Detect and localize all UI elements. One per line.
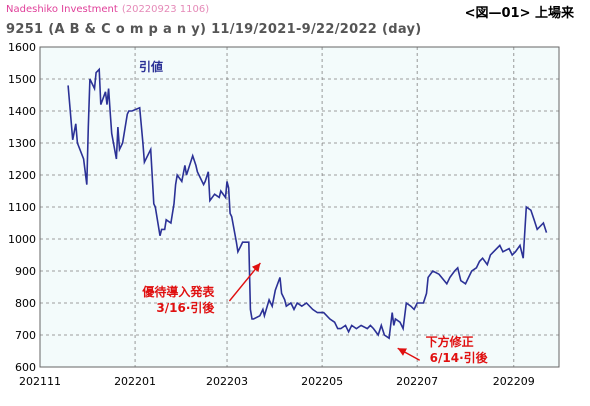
figure-label: <図—01> 上場来 <box>464 6 574 21</box>
y-tick-label: 1500 <box>8 73 36 86</box>
x-tick-label: 202111 <box>19 375 61 388</box>
annotation-text: 優待導入発表 <box>141 284 215 299</box>
series-label: 引値 <box>139 59 163 74</box>
x-axis-ticks: 202111 202201 202203 202205 202207 202209 <box>19 375 535 388</box>
source-stamp: (20220923 1106) <box>121 4 210 15</box>
plot-border <box>39 46 560 368</box>
annotation-text: 3/16·引後 <box>156 300 215 315</box>
price-line <box>67 67 548 340</box>
y-tick-label: 1600 <box>8 41 36 54</box>
x-tick-label: 202205 <box>301 375 343 388</box>
y-tick-label: 900 <box>15 265 36 278</box>
y-tick-label: 700 <box>15 329 36 342</box>
annotation-text: 6/14·引後 <box>430 350 489 365</box>
y-tick-label: 600 <box>15 361 36 374</box>
y-tick-label: 1200 <box>8 169 36 182</box>
x-tick-label: 202201 <box>114 375 156 388</box>
y-tick-label: 1000 <box>8 233 36 246</box>
x-tick-label: 202207 <box>396 375 438 388</box>
x-tick-label: 202209 <box>493 375 535 388</box>
y-tick-label: 1300 <box>8 137 36 150</box>
y-tick-label: 800 <box>15 297 36 310</box>
source-label: Nadeshiko Investment (20220923 1106) <box>6 4 209 15</box>
y-tick-label: 1100 <box>8 201 36 214</box>
source-name: Nadeshiko Investment <box>6 4 118 15</box>
annotation-arrow <box>228 262 261 302</box>
y-axis-ticks: 600 700 800 900 1000 1100 1200 1300 1400 1500 1600 <box>8 41 36 374</box>
chart-title: 9251 (A B & C o m p a n y) 11/19/2021-9/… <box>6 22 422 37</box>
y-tick-label: 1400 <box>8 105 36 118</box>
annotation-arrow <box>397 347 421 361</box>
annotation-text: 下方修正 <box>426 334 474 349</box>
x-tick-label: 202203 <box>206 375 248 388</box>
